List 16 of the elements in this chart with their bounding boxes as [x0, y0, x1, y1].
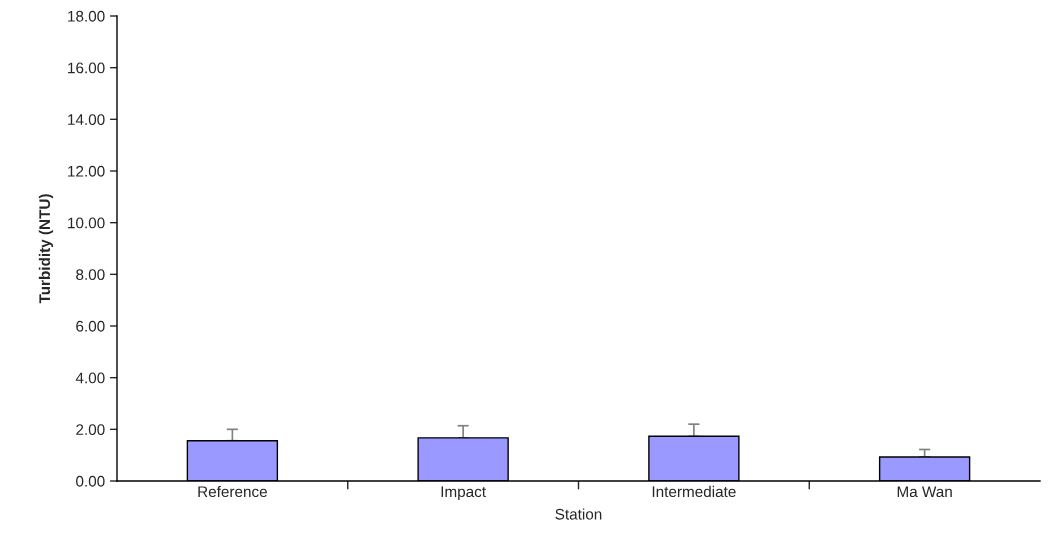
y-tick-label: 18.00: [68, 10, 105, 22]
y-axis-title: Turbidity (NTU): [38, 194, 54, 304]
x-tick-label: Intermediate: [652, 485, 736, 498]
y-tick-label: 12.00: [68, 165, 105, 177]
x-tick-label: Ma Wan: [897, 486, 952, 498]
y-tick-label: 0.00: [76, 475, 105, 487]
y-tick-label: 6.00: [76, 320, 105, 332]
x-tick-label: Reference: [198, 485, 267, 498]
y-tick-label: 4.00: [75, 372, 105, 384]
y-tick-label: 16.00: [68, 62, 105, 74]
y-tick-label: 14.00: [68, 114, 105, 126]
y-tick-label: 8.00: [76, 269, 105, 281]
x-tick-label: Impact: [441, 486, 486, 501]
y-tick-label: 2.00: [76, 424, 105, 436]
y-tick-label: 10.00: [68, 217, 105, 229]
x-axis-title: Station: [555, 508, 602, 520]
